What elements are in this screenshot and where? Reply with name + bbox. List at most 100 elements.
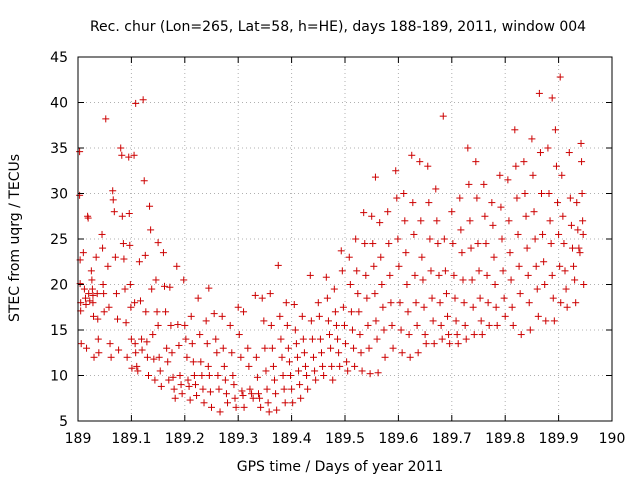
data-point: [298, 312, 306, 320]
data-point: [131, 299, 139, 307]
data-point: [112, 290, 120, 298]
data-point: [81, 294, 89, 302]
x-tick-label: 189.9: [539, 431, 579, 447]
data-point: [435, 271, 443, 279]
data-point: [171, 394, 179, 402]
data-point: [85, 290, 93, 298]
data-point: [446, 340, 454, 348]
data-point: [245, 362, 253, 370]
data-point: [150, 355, 158, 363]
data-point: [86, 297, 94, 305]
data-point: [472, 158, 480, 166]
data-point: [253, 373, 261, 381]
data-point: [577, 139, 585, 147]
data-point: [126, 281, 134, 288]
data-point: [467, 244, 475, 252]
data-point: [509, 321, 517, 329]
data-point: [216, 408, 224, 416]
data-point: [358, 367, 366, 375]
data-point: [440, 235, 448, 243]
data-point: [109, 187, 117, 195]
y-tick-label: 40: [50, 96, 68, 112]
data-point: [109, 196, 117, 204]
data-point: [322, 273, 330, 281]
data-point: [105, 303, 113, 311]
data-point: [526, 326, 534, 334]
data-point: [115, 346, 123, 354]
data-point: [299, 335, 307, 343]
data-point: [432, 185, 440, 193]
data-point: [166, 283, 174, 291]
data-point: [272, 390, 280, 398]
data-point: [422, 340, 430, 348]
x-tick-label: 189.2: [165, 431, 205, 447]
data-point: [557, 299, 565, 307]
data-point: [175, 341, 183, 349]
data-point: [123, 353, 131, 361]
data-point: [539, 230, 547, 238]
data-point: [190, 372, 198, 379]
data-point: [273, 406, 281, 414]
data-point: [156, 367, 164, 375]
data-point: [483, 271, 491, 279]
data-point: [555, 230, 563, 238]
data-point: [254, 390, 262, 398]
data-point: [205, 284, 213, 292]
data-point: [80, 285, 88, 293]
data-point: [529, 171, 537, 179]
data-point: [159, 249, 167, 257]
data-point: [132, 99, 140, 107]
y-tick-label: 45: [50, 50, 68, 66]
data-point: [130, 151, 138, 159]
data-point: [197, 358, 205, 366]
data-point: [548, 271, 556, 279]
data-point: [178, 390, 186, 398]
data-point: [99, 281, 107, 288]
data-point: [312, 376, 320, 384]
data-point: [204, 362, 212, 370]
data-point: [493, 321, 501, 329]
data-point: [331, 308, 339, 316]
data-point: [167, 321, 175, 329]
data-point: [132, 349, 140, 357]
data-point: [283, 321, 291, 329]
data-point: [410, 230, 418, 238]
data-point: [93, 290, 101, 298]
data-point: [240, 403, 248, 411]
data-point: [131, 340, 139, 348]
data-point: [114, 315, 122, 323]
data-point: [76, 148, 84, 156]
data-point: [381, 353, 389, 361]
data-point: [373, 335, 381, 343]
data-point: [264, 399, 272, 407]
data-point: [450, 271, 458, 279]
y-tick-label: 20: [50, 278, 68, 294]
data-point: [413, 321, 421, 329]
data-point: [353, 267, 361, 275]
data-point: [218, 312, 226, 320]
data-point: [92, 253, 100, 261]
data-point: [143, 338, 151, 346]
chart-title: Rec. chur (Lon=265, Lat=58, h=HE), days …: [90, 19, 586, 35]
data-point: [147, 226, 155, 234]
data-point: [99, 244, 107, 252]
data-point: [100, 308, 108, 316]
data-point: [189, 358, 197, 366]
data-point: [187, 312, 195, 320]
data-point: [378, 281, 386, 288]
data-point: [280, 385, 288, 393]
y-tick-label: 35: [50, 141, 68, 157]
data-point: [285, 358, 293, 366]
data-point: [420, 303, 428, 311]
data-point: [449, 240, 457, 248]
data-point: [332, 321, 340, 329]
data-point: [350, 344, 358, 352]
data-point: [561, 267, 569, 275]
data-point: [95, 349, 103, 357]
data-point: [458, 249, 466, 257]
data-point: [238, 387, 246, 395]
data-point: [111, 253, 119, 261]
data-point: [94, 315, 102, 323]
x-tick-label: 189.4: [272, 431, 312, 447]
data-point: [574, 226, 582, 234]
